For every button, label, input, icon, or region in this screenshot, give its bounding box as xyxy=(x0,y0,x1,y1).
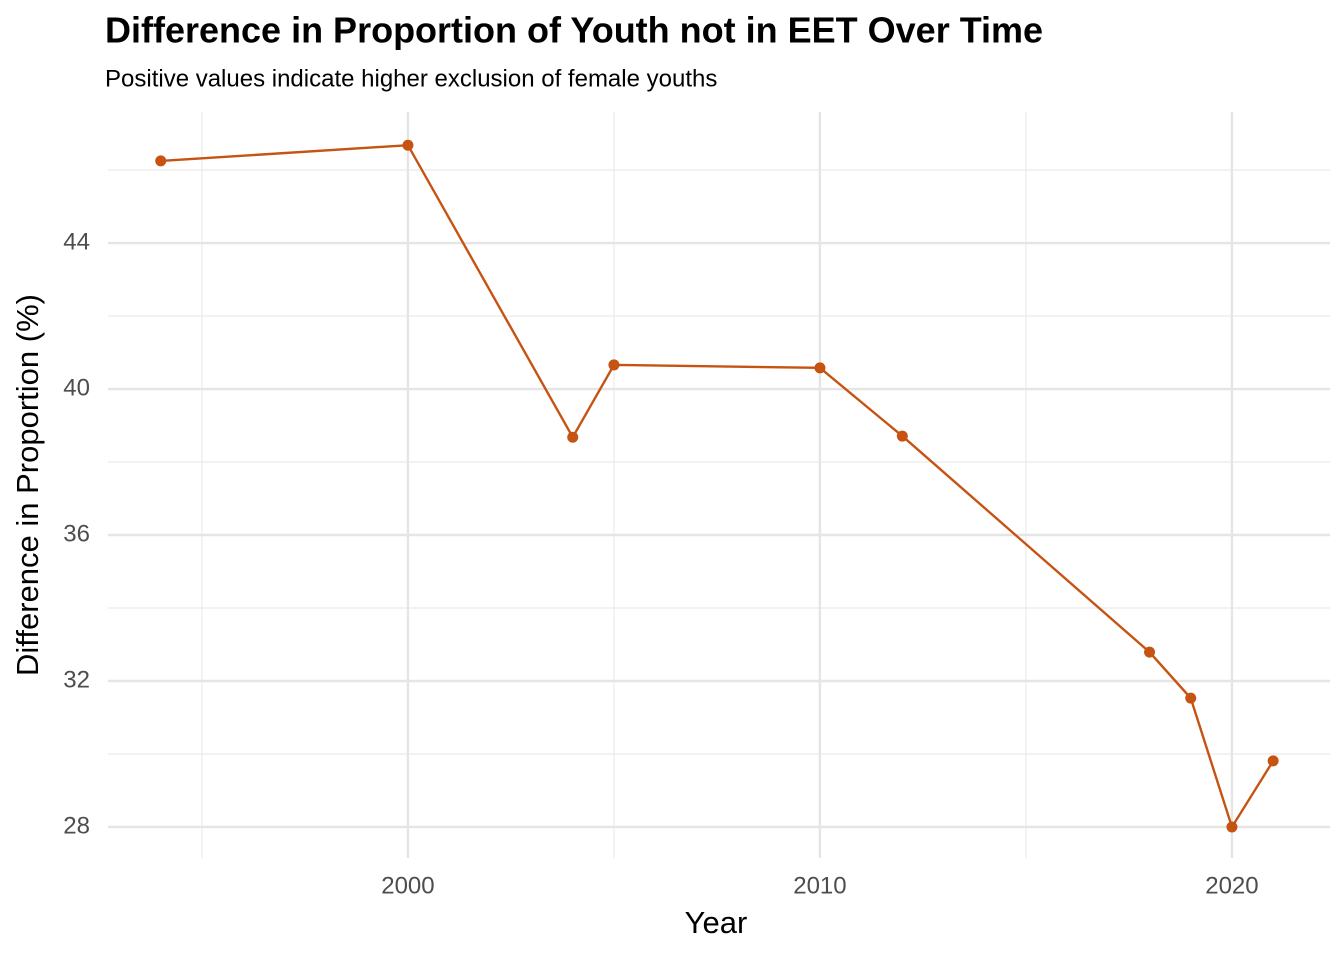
point xyxy=(1144,646,1156,658)
line xyxy=(160,143,1275,830)
point xyxy=(155,155,167,167)
y-tick-label: 40 xyxy=(63,374,90,401)
y-tick-label: 28 xyxy=(63,812,90,839)
y-tick-label: 36 xyxy=(63,520,90,547)
y-tick-label: 44 xyxy=(63,228,90,255)
x-tick-label: 2000 xyxy=(381,872,434,899)
point xyxy=(1267,755,1279,767)
point xyxy=(1185,692,1197,704)
point xyxy=(402,139,414,151)
point xyxy=(814,362,826,374)
x-axis-title: Year xyxy=(685,905,748,940)
y-tick-label: 32 xyxy=(63,666,90,693)
chart-title: Difference in Proportion of Youth not in… xyxy=(105,10,1043,51)
point xyxy=(608,359,620,371)
point xyxy=(1226,821,1238,833)
point xyxy=(896,430,908,442)
y-axis-title: Difference in Proportion (%) xyxy=(10,294,45,676)
x-tick-label: 2010 xyxy=(793,872,846,899)
x-tick-label: 2020 xyxy=(1205,872,1258,899)
point xyxy=(567,431,579,443)
chart-subtitle: Positive values indicate higher exclusio… xyxy=(105,65,717,92)
